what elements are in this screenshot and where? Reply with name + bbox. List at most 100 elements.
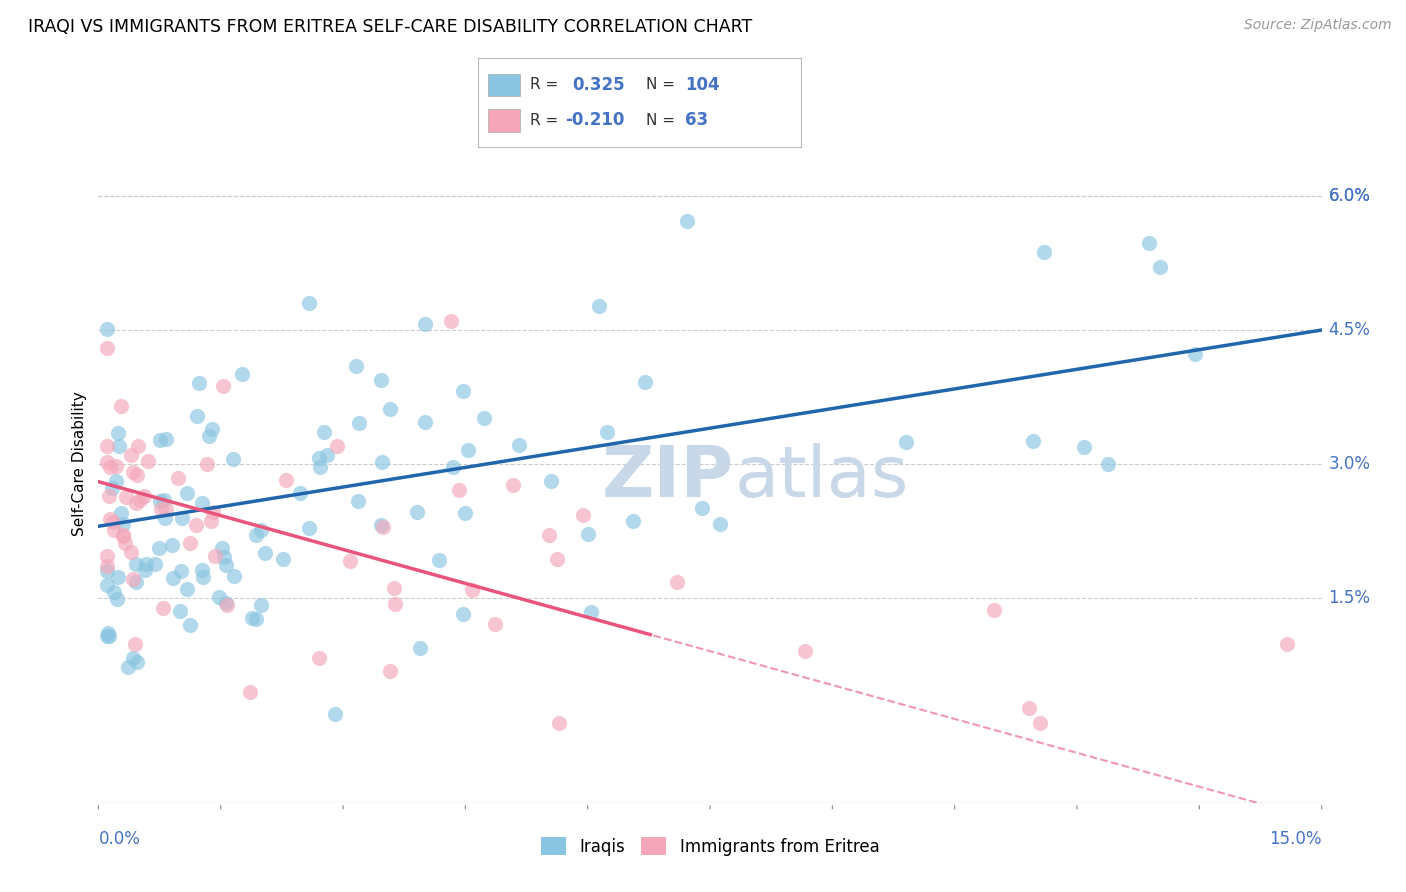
Point xyxy=(107,439,129,453)
Point xyxy=(370,373,392,387)
Point xyxy=(198,429,221,443)
Point xyxy=(195,457,218,471)
Point xyxy=(1021,434,1043,448)
Point xyxy=(371,455,394,469)
Point xyxy=(344,359,367,373)
Point xyxy=(347,416,370,430)
Point xyxy=(100,481,122,495)
Point xyxy=(370,518,392,533)
Point xyxy=(153,492,176,507)
Point xyxy=(211,541,233,556)
Point xyxy=(191,495,214,509)
Text: 104: 104 xyxy=(685,76,720,94)
Bar xyxy=(488,109,520,132)
Point xyxy=(155,432,177,446)
Point xyxy=(148,541,170,555)
Point xyxy=(135,557,157,571)
Y-axis label: Self-Care Disability: Self-Care Disability xyxy=(72,392,87,536)
Point xyxy=(250,524,273,538)
Point xyxy=(96,629,118,643)
Point xyxy=(191,563,214,577)
Text: 0.0%: 0.0% xyxy=(98,830,141,847)
Point xyxy=(153,510,176,524)
Point xyxy=(132,489,155,503)
Point xyxy=(633,376,655,390)
Point xyxy=(457,442,479,457)
Point xyxy=(179,536,201,550)
Point xyxy=(1149,260,1171,274)
Point xyxy=(169,605,191,619)
Point xyxy=(502,478,524,492)
Text: atlas: atlas xyxy=(734,443,908,512)
Point xyxy=(176,582,198,596)
Point xyxy=(413,415,436,429)
Point xyxy=(184,517,207,532)
Text: -0.210: -0.210 xyxy=(565,112,624,129)
Point xyxy=(105,474,128,488)
Point xyxy=(581,605,603,619)
Point xyxy=(546,551,568,566)
Point xyxy=(202,506,225,520)
Text: 15.0%: 15.0% xyxy=(1270,830,1322,847)
Point xyxy=(105,592,128,607)
Point xyxy=(222,569,245,583)
Point xyxy=(104,459,127,474)
Point xyxy=(461,582,484,597)
Point xyxy=(1029,715,1052,730)
Point xyxy=(308,450,330,465)
Point xyxy=(103,584,125,599)
Point xyxy=(188,376,211,390)
Point xyxy=(125,496,148,510)
Bar xyxy=(488,74,520,96)
Point xyxy=(382,581,405,595)
Point xyxy=(453,506,475,520)
Point xyxy=(484,616,506,631)
Point xyxy=(215,558,238,572)
Point xyxy=(298,296,321,310)
Point xyxy=(245,612,267,626)
Point xyxy=(120,545,142,559)
Point xyxy=(692,500,714,515)
Point xyxy=(894,435,917,450)
Point xyxy=(125,655,148,669)
Point xyxy=(96,559,118,574)
Point xyxy=(186,409,208,423)
Point xyxy=(709,516,731,531)
Point xyxy=(122,573,145,587)
Point xyxy=(409,641,432,656)
Text: Source: ZipAtlas.com: Source: ZipAtlas.com xyxy=(1244,18,1392,32)
Point xyxy=(98,629,121,643)
Point xyxy=(152,600,174,615)
Point xyxy=(176,486,198,500)
Point xyxy=(169,564,191,578)
Point xyxy=(794,644,817,658)
Text: 3.0%: 3.0% xyxy=(1329,455,1371,473)
Point xyxy=(215,598,238,612)
Point xyxy=(508,438,530,452)
Text: 0.325: 0.325 xyxy=(572,76,624,94)
Point xyxy=(191,570,214,584)
Point xyxy=(1097,458,1119,472)
Point xyxy=(201,422,224,436)
Point xyxy=(149,502,172,516)
Point xyxy=(298,520,321,534)
Point xyxy=(621,515,644,529)
Point xyxy=(1277,637,1299,651)
Text: IRAQI VS IMMIGRANTS FROM ERITREA SELF-CARE DISABILITY CORRELATION CHART: IRAQI VS IMMIGRANTS FROM ERITREA SELF-CA… xyxy=(28,18,752,36)
Point xyxy=(405,505,427,519)
Point xyxy=(572,508,595,522)
Point xyxy=(98,459,121,474)
Point xyxy=(117,659,139,673)
Point xyxy=(288,485,311,500)
Text: 4.5%: 4.5% xyxy=(1329,321,1371,339)
Point xyxy=(170,511,193,525)
Point xyxy=(124,557,146,571)
Point xyxy=(1073,440,1095,454)
Point xyxy=(983,602,1005,616)
Point xyxy=(271,552,294,566)
Point xyxy=(129,493,152,508)
Point xyxy=(676,214,699,228)
Point xyxy=(134,563,156,577)
Point xyxy=(149,434,172,448)
Point xyxy=(240,611,263,625)
